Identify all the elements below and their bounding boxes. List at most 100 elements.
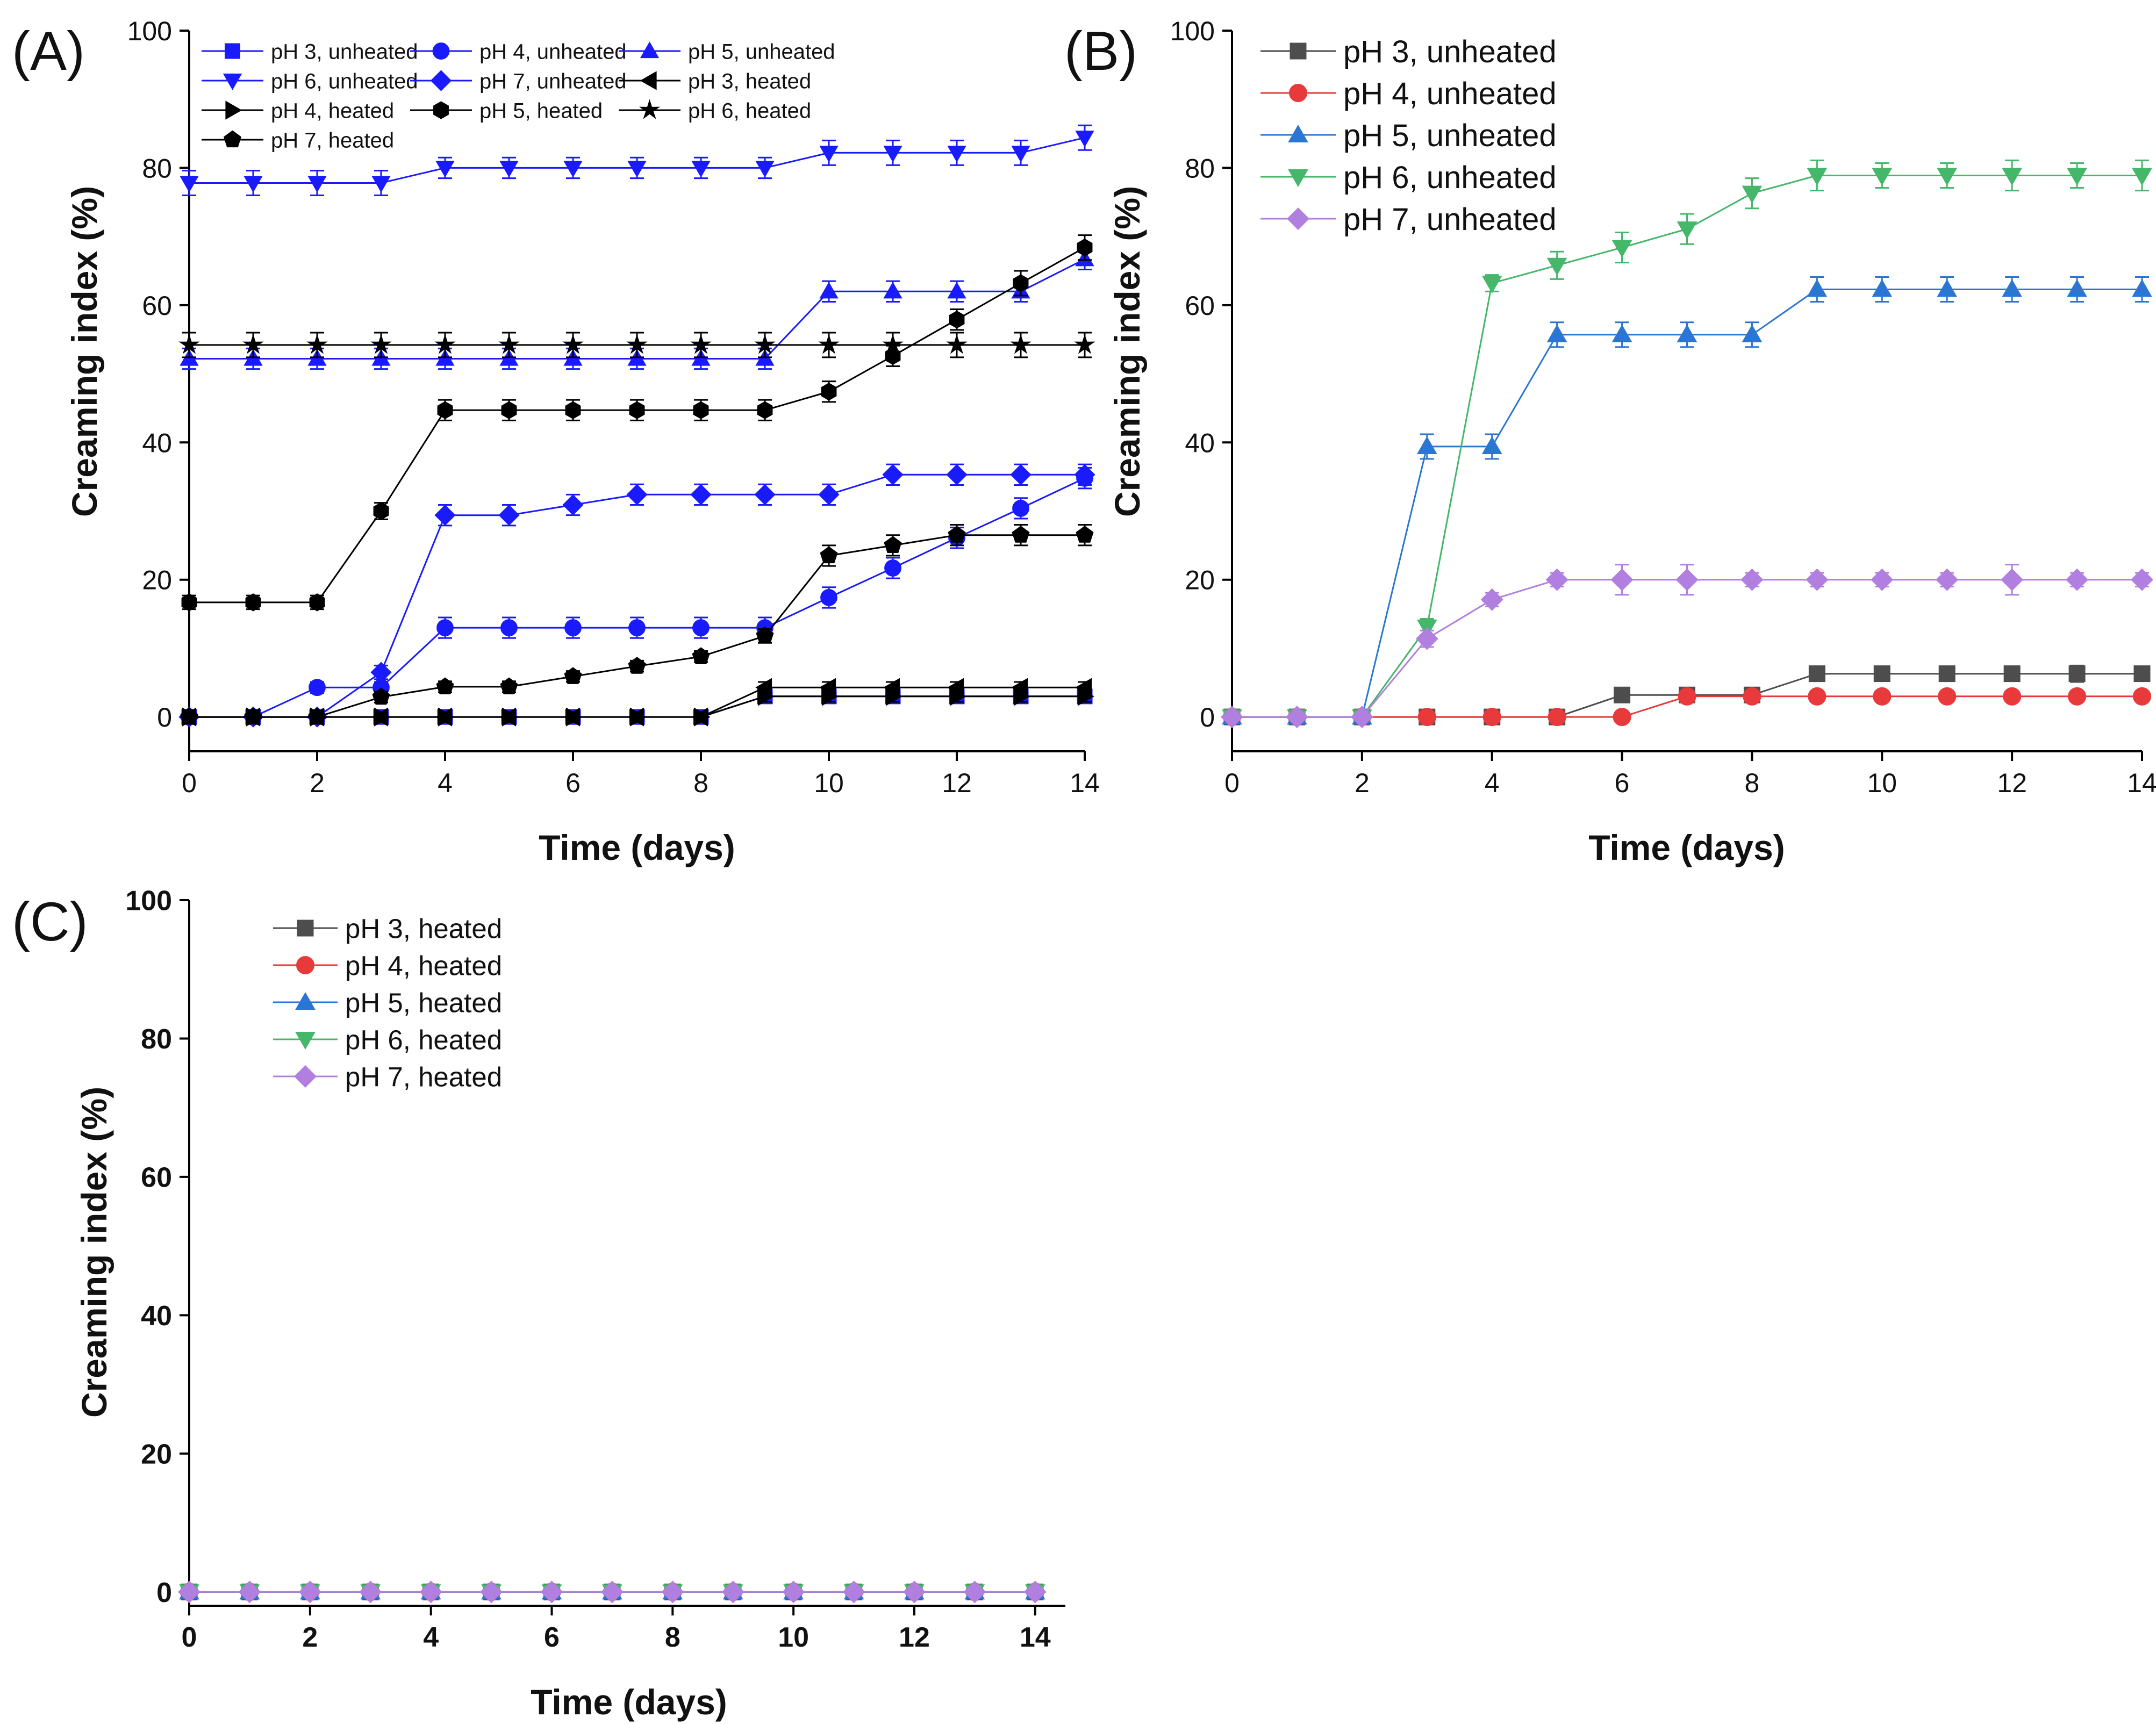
x-tick-label: 14 xyxy=(1020,1622,1051,1653)
data-point xyxy=(2132,168,2152,186)
data-point xyxy=(1807,168,1828,186)
legend-item: pH 4, unheated xyxy=(410,40,627,63)
data-point xyxy=(1614,686,1631,703)
data-point xyxy=(820,546,838,564)
data-point xyxy=(1077,238,1093,257)
legend-marker xyxy=(225,43,240,59)
data-point xyxy=(1012,526,1030,543)
data-point xyxy=(1415,627,1438,650)
data-point xyxy=(242,334,264,354)
data-point xyxy=(565,707,583,727)
legend-label: pH 3, heated xyxy=(688,69,811,93)
data-point xyxy=(600,1581,624,1604)
series-layer xyxy=(178,124,1095,728)
x-tick-label: 14 xyxy=(2127,768,2156,798)
data-point xyxy=(629,707,647,727)
data-point xyxy=(2067,279,2087,297)
y-tick-label: 40 xyxy=(141,1301,172,1332)
data-point xyxy=(1806,568,1829,591)
data-point xyxy=(499,161,519,178)
data-point xyxy=(947,282,966,299)
data-point xyxy=(628,657,646,674)
legend-marker xyxy=(640,41,660,59)
series-ph-7-heated xyxy=(178,1581,1047,1604)
legend-marker xyxy=(1290,42,1307,60)
legend-item: pH 4, heated xyxy=(202,99,394,123)
legend-item: pH 4, unheated xyxy=(1260,76,1557,111)
data-point xyxy=(373,502,389,520)
data-point xyxy=(754,334,776,354)
data-point xyxy=(756,627,774,644)
data-point xyxy=(1873,687,1892,706)
axis-ticks: 0 2 4 6 8 10 12 14 0 20 40 60 80 100 xyxy=(125,886,1051,1653)
data-point xyxy=(1677,221,1697,240)
data-point xyxy=(690,484,712,505)
legend-label: pH 5, heated xyxy=(345,987,502,1018)
legend-label: pH 7, unheated xyxy=(479,69,627,93)
legend-marker xyxy=(225,100,242,120)
data-point xyxy=(1075,131,1094,148)
data-point xyxy=(370,334,392,354)
data-point xyxy=(1807,279,1828,297)
data-point xyxy=(2068,687,2087,706)
data-point xyxy=(661,1581,684,1604)
data-point xyxy=(562,334,584,354)
legend-marker xyxy=(297,920,314,937)
data-point xyxy=(480,1581,503,1604)
x-tick-label: 4 xyxy=(438,768,453,798)
data-point xyxy=(1872,279,1893,297)
data-point xyxy=(691,161,711,178)
x-tick-label: 0 xyxy=(182,1622,197,1653)
x-tick-label: 6 xyxy=(544,1622,560,1653)
data-point xyxy=(1678,687,1696,706)
data-point xyxy=(949,687,966,706)
data-point xyxy=(1936,568,1959,591)
data-point xyxy=(1417,708,1436,727)
x-axis-title: Time (days) xyxy=(539,828,735,867)
data-point xyxy=(371,176,391,193)
legend-label: pH 5, unheated xyxy=(1343,118,1557,153)
legend-marker xyxy=(295,992,316,1010)
x-tick-label: 8 xyxy=(665,1622,681,1653)
data-point xyxy=(782,1581,805,1604)
data-point xyxy=(437,401,453,419)
data-point xyxy=(885,687,902,706)
data-point xyxy=(2068,665,2086,683)
data-point xyxy=(884,536,902,553)
data-point xyxy=(903,1581,926,1604)
data-point xyxy=(626,334,648,354)
data-point xyxy=(628,619,646,637)
data-point xyxy=(1012,499,1029,517)
data-point xyxy=(1076,526,1094,543)
data-point xyxy=(1742,185,1763,204)
legend-label: pH 3, heated xyxy=(345,913,502,944)
legend-item: pH 5, heated xyxy=(273,987,502,1018)
legend-label: pH 7, unheated xyxy=(1343,202,1557,237)
data-point xyxy=(1611,324,1632,342)
data-point xyxy=(1010,334,1032,354)
y-tick-label: 60 xyxy=(1185,291,1215,321)
data-point xyxy=(244,707,262,725)
data-point xyxy=(2001,568,2024,591)
legend-item: pH 6, unheated xyxy=(202,69,418,93)
x-tick-label: 4 xyxy=(1485,768,1500,798)
legend-item: pH 7, heated xyxy=(273,1061,502,1092)
legend-marker xyxy=(433,101,449,119)
y-tick-label: 100 xyxy=(125,886,172,917)
y-tick-label: 0 xyxy=(157,702,172,732)
legend-label: pH 6, heated xyxy=(688,99,811,123)
data-point xyxy=(1074,464,1095,485)
series-ph-6-unheated xyxy=(1222,159,2152,728)
legend-marker xyxy=(1289,84,1307,102)
series-ph-5-unheated xyxy=(1222,276,2152,725)
data-point xyxy=(1480,588,1503,611)
data-point xyxy=(1937,279,1958,297)
data-point xyxy=(946,464,968,485)
data-point xyxy=(884,559,901,577)
data-point xyxy=(757,401,773,419)
x-tick-label: 2 xyxy=(302,1622,318,1653)
legend-label: pH 5, unheated xyxy=(688,40,835,63)
legend-marker xyxy=(223,73,242,90)
y-axis-title: Creaming index (%) xyxy=(1107,186,1147,517)
